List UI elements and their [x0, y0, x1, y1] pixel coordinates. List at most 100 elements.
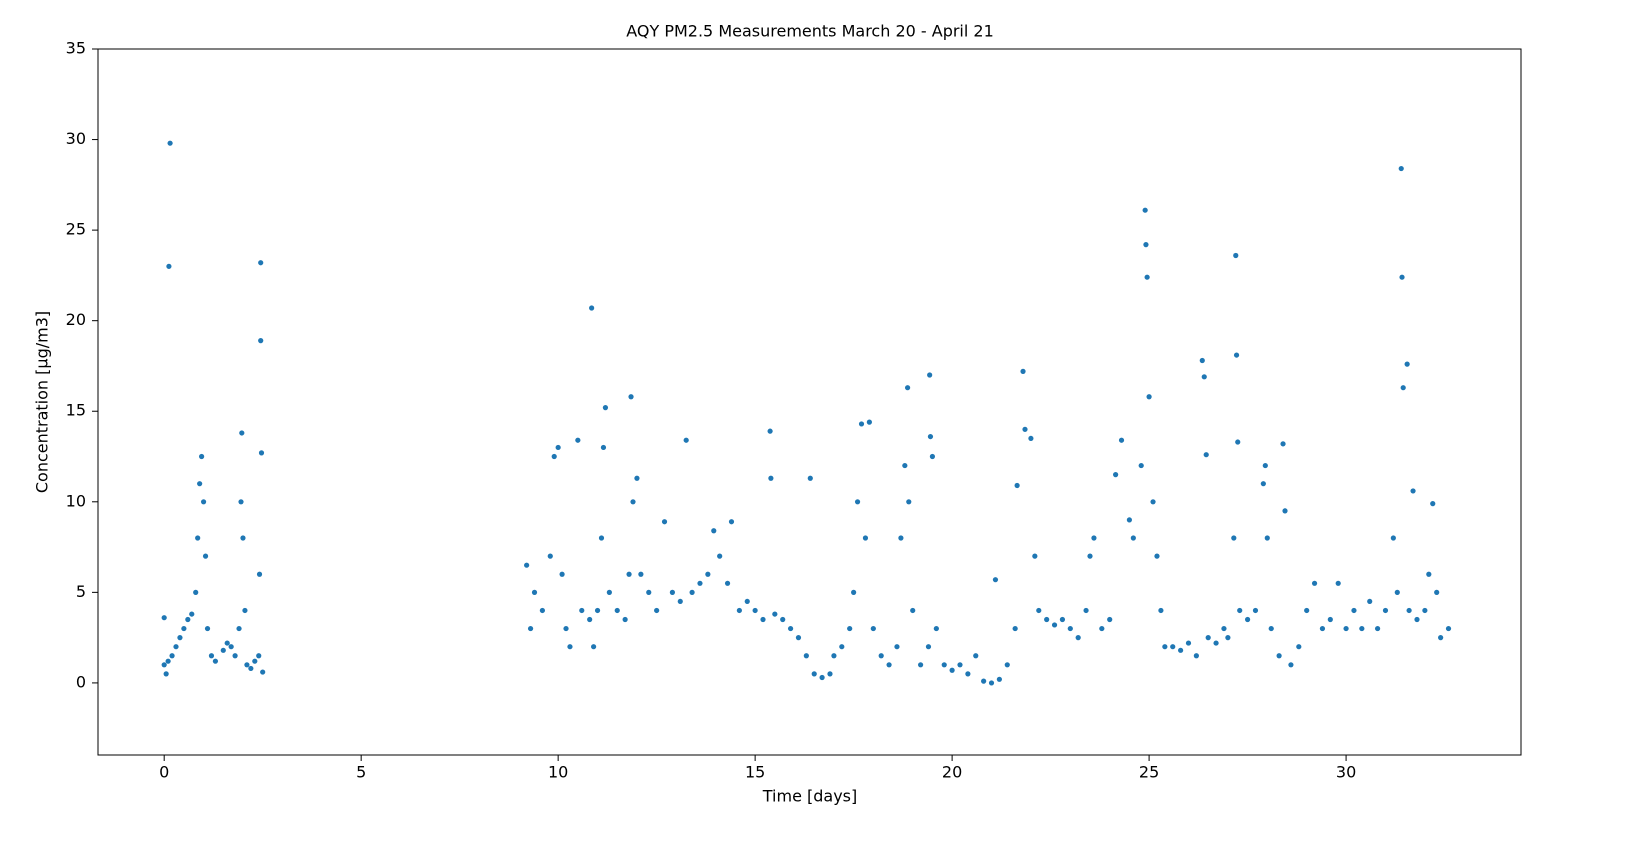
point: [1268, 625, 1274, 632]
point: [1235, 439, 1241, 445]
point: [1351, 607, 1357, 614]
point: [167, 140, 173, 146]
x-tick-label: 20: [942, 763, 962, 782]
point: [173, 644, 179, 650]
point: [589, 305, 595, 311]
point: [717, 553, 723, 559]
point: [669, 589, 676, 595]
point: [1252, 607, 1259, 614]
point: [630, 499, 636, 505]
point: [524, 562, 530, 568]
point: [858, 421, 865, 427]
y-tick-label: 20: [66, 310, 86, 329]
point: [1445, 625, 1452, 632]
point: [200, 499, 207, 505]
point: [1422, 607, 1428, 614]
point: [258, 338, 264, 344]
point: [1225, 635, 1231, 641]
point: [181, 625, 187, 632]
point: [1304, 607, 1310, 614]
point: [1059, 616, 1066, 623]
point: [1438, 635, 1444, 641]
point: [638, 571, 644, 577]
point: [212, 658, 219, 664]
point: [1004, 662, 1010, 668]
y-axis-label: Concentration [μg/m3]: [33, 311, 52, 493]
point: [626, 571, 632, 577]
point: [591, 644, 597, 650]
point: [1143, 242, 1149, 248]
point: [898, 535, 904, 541]
point: [1099, 625, 1105, 632]
point: [851, 589, 857, 595]
point: [927, 433, 934, 440]
point: [705, 571, 711, 577]
point: [1014, 482, 1020, 489]
point: [169, 653, 175, 659]
point: [1262, 462, 1268, 469]
point: [228, 644, 234, 650]
point: [728, 519, 735, 525]
point: [1028, 435, 1034, 442]
point: [1296, 644, 1302, 650]
point: [803, 653, 809, 659]
point: [1130, 535, 1136, 541]
point: [780, 616, 786, 623]
point: [1087, 553, 1093, 559]
point: [1213, 640, 1219, 646]
point: [927, 372, 933, 378]
point: [1044, 616, 1050, 623]
point: [232, 653, 238, 659]
point: [1020, 368, 1026, 374]
point: [1083, 607, 1089, 614]
point: [847, 625, 853, 632]
point: [579, 607, 585, 614]
point: [1264, 535, 1270, 541]
point: [202, 553, 209, 559]
point: [1311, 580, 1318, 586]
point: [1144, 274, 1150, 280]
point: [1146, 394, 1152, 400]
point: [1150, 499, 1156, 505]
point: [957, 662, 963, 668]
point: [1170, 644, 1176, 650]
point: [854, 499, 861, 505]
point: [199, 453, 205, 460]
point: [772, 611, 778, 617]
point: [204, 625, 211, 632]
point: [988, 680, 995, 686]
point: [1107, 616, 1113, 623]
point: [575, 437, 581, 443]
point: [760, 616, 766, 623]
y-tick-label: 0: [76, 672, 86, 691]
point: [195, 535, 201, 541]
point: [1012, 625, 1018, 632]
point: [711, 528, 717, 534]
point: [886, 662, 892, 668]
point: [1158, 607, 1164, 614]
point: [1205, 635, 1211, 641]
point: [1203, 452, 1209, 458]
point: [1091, 535, 1097, 541]
point: [587, 616, 593, 623]
point: [539, 607, 545, 614]
point: [165, 658, 171, 664]
point: [1201, 374, 1207, 380]
y-tick-label: 15: [66, 401, 86, 420]
point: [606, 589, 612, 595]
point: [767, 428, 773, 434]
point: [689, 589, 695, 595]
point: [1430, 501, 1436, 507]
point: [236, 625, 242, 632]
point: [795, 635, 802, 641]
point: [677, 598, 683, 605]
point: [1260, 481, 1266, 487]
point: [1343, 625, 1349, 632]
point: [551, 453, 557, 460]
point: [878, 653, 884, 659]
point: [1138, 462, 1144, 469]
point: [904, 385, 911, 391]
point: [252, 658, 258, 664]
point: [260, 669, 266, 675]
point: [1399, 274, 1405, 280]
